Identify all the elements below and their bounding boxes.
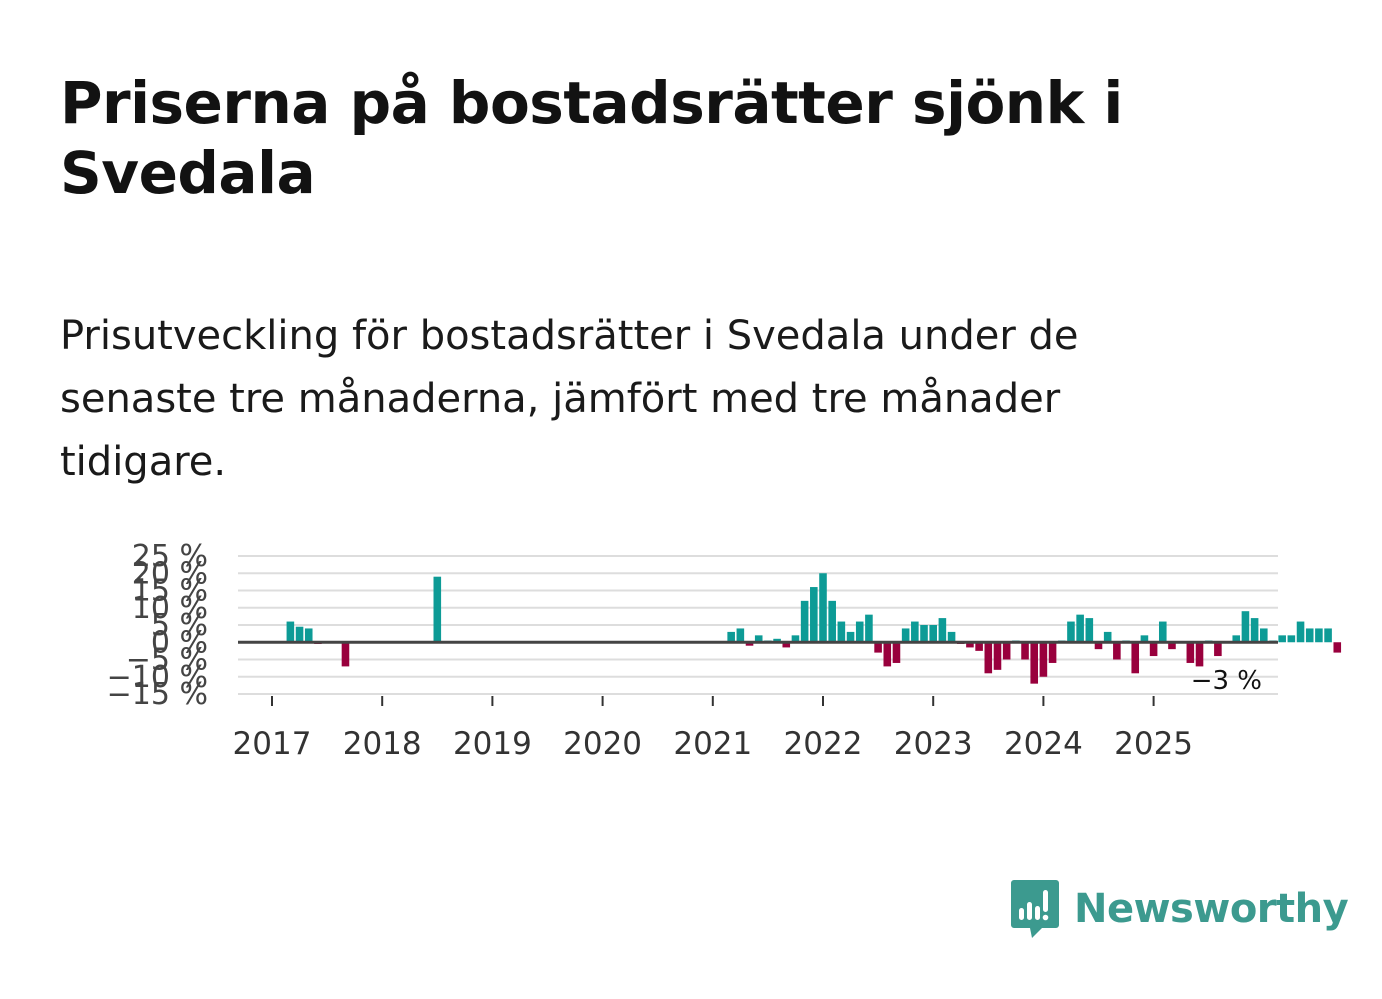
y-tick-label: 25 % — [132, 539, 208, 574]
chart-subtitle: Prisutveckling för bostadsrätter i Sveda… — [60, 313, 1079, 485]
bar — [810, 587, 818, 643]
x-axis: 2017 2018 2019 2020 2021 2022 2023 2024 2025 — [233, 696, 1193, 762]
x-tick-label: 2022 — [784, 726, 863, 762]
x-tick-label: 2018 — [343, 726, 422, 762]
bar — [1076, 614, 1084, 643]
bar — [1214, 642, 1222, 657]
bar — [1131, 642, 1140, 674]
bar — [1305, 628, 1314, 643]
last-value-label: −3 % — [1191, 666, 1262, 696]
bar — [837, 621, 846, 643]
bar — [1315, 628, 1323, 643]
y-tick-label: 10 % — [132, 591, 208, 626]
bar — [828, 600, 836, 643]
bar — [1260, 628, 1268, 643]
bar — [736, 628, 745, 643]
bar — [1048, 642, 1057, 663]
chart-title: Priserna på bostadsrätter sjönk i Svedal… — [60, 69, 1123, 207]
y-tick-label: 0 % — [151, 625, 208, 660]
bar — [782, 642, 791, 648]
bar — [911, 621, 919, 643]
bar — [1039, 642, 1048, 677]
bar — [800, 600, 809, 643]
bar — [892, 642, 901, 663]
bar — [1002, 642, 1011, 660]
bar — [938, 618, 947, 643]
bar — [1030, 642, 1039, 684]
bar — [1067, 621, 1075, 643]
bar — [745, 642, 754, 646]
newsworthy-logo-icon — [1011, 880, 1059, 938]
bar — [1094, 642, 1103, 650]
bar — [920, 625, 928, 643]
bar — [295, 626, 304, 643]
bar — [846, 631, 855, 643]
bar — [966, 642, 974, 648]
bar-chart: 25 %20 %15 %10 %5 %0 %−5 %−10 %−15 % 201… — [107, 539, 1342, 762]
bar — [1158, 621, 1167, 643]
bar — [975, 642, 983, 651]
bar — [1103, 631, 1112, 643]
newsworthy-logo: Newsworthy — [1010, 878, 1349, 940]
y-tick-label: −5 % — [126, 643, 208, 678]
x-tick-label: 2017 — [233, 726, 312, 762]
x-tick-label: 2020 — [563, 726, 642, 762]
bar — [1287, 635, 1296, 643]
bar — [819, 573, 827, 643]
bar — [1186, 642, 1195, 663]
y-tick-label: 20 % — [132, 556, 208, 591]
bar — [929, 625, 937, 643]
grid-lines — [238, 555, 1278, 695]
bar — [1021, 642, 1029, 660]
bar — [791, 635, 800, 643]
bar — [304, 628, 313, 643]
y-tick-label: 5 % — [151, 608, 208, 643]
bar — [883, 642, 892, 667]
bar — [874, 642, 882, 653]
x-tick-label: 2019 — [453, 726, 532, 762]
bar — [1149, 642, 1158, 657]
bar — [1232, 635, 1241, 643]
bar — [727, 631, 735, 643]
bar — [1333, 642, 1342, 653]
bar — [773, 638, 781, 643]
bar — [1250, 618, 1259, 643]
x-tick-label: 2024 — [1004, 726, 1083, 762]
bar — [1113, 642, 1121, 660]
bars — [286, 573, 1342, 684]
bar — [1278, 635, 1286, 643]
bar — [1324, 628, 1332, 643]
newsworthy-logo-text: Newsworthy — [1074, 886, 1349, 932]
bar — [855, 621, 864, 643]
y-tick-label: −10 % — [107, 660, 208, 695]
bar — [984, 642, 993, 674]
y-tick-label: −15 % — [107, 677, 208, 712]
bar — [1140, 635, 1149, 643]
x-tick-label: 2023 — [894, 726, 973, 762]
bar — [901, 628, 910, 643]
bar — [1168, 642, 1176, 650]
bar — [1241, 611, 1250, 643]
x-tick-label: 2021 — [673, 726, 752, 762]
bar — [341, 642, 350, 667]
bar — [865, 614, 873, 643]
bar — [1195, 642, 1204, 667]
y-axis: 25 %20 %15 %10 %5 %0 %−5 %−10 %−15 % — [107, 539, 208, 712]
bar — [433, 576, 442, 643]
y-tick-label: 15 % — [132, 574, 208, 609]
bar — [1296, 621, 1305, 643]
bar — [1085, 618, 1094, 643]
bar — [993, 642, 1002, 670]
bar — [947, 631, 956, 643]
x-tick-label: 2025 — [1114, 726, 1193, 762]
bar — [754, 635, 763, 643]
bar — [286, 621, 295, 643]
